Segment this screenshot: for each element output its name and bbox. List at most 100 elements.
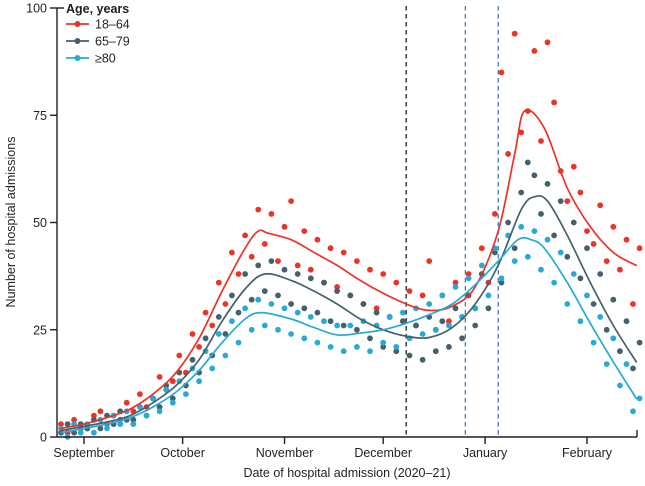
data-point [393,344,400,350]
data-point [426,258,433,264]
data-point [321,318,327,325]
data-point [275,292,281,299]
data-point [235,339,242,346]
data-point [137,391,143,397]
data-point [209,365,216,372]
data-point [301,335,308,342]
data-point [446,318,452,325]
data-point [64,421,71,427]
data-point [229,318,235,325]
data-point [531,48,538,54]
data-point [406,352,413,359]
data-point [636,395,643,402]
data-point [209,322,216,329]
data-point [406,288,413,294]
data-point [518,189,525,196]
data-point [215,331,222,337]
trend-line-≥80 [60,236,638,434]
data-point [222,301,229,307]
data-point [446,322,452,329]
data-point [202,335,209,342]
data-point [492,211,498,217]
data-point [452,305,459,312]
data-point [189,331,196,337]
data-point [261,241,268,247]
data-point [242,305,249,312]
data-point [597,314,604,320]
data-point [354,344,360,350]
data-point [617,348,623,355]
data-point [544,236,551,243]
legend-entries: 18–64 65–79 ≥80 [66,18,130,66]
data-point [288,301,294,307]
data-point [196,344,203,350]
data-point [623,318,630,325]
data-point [354,258,360,264]
data-point [439,292,446,299]
data-point [386,314,393,320]
legend-label: 65–79 [95,35,130,49]
data-point [413,322,419,329]
y-tick-label: 100 [26,2,47,16]
data-point [505,219,511,226]
data-point [472,322,479,329]
data-point [275,326,281,333]
data-point [169,378,176,385]
data-point [636,339,643,346]
data-point [432,326,439,333]
data-point [498,69,505,76]
data-point [222,331,229,337]
axes: 0 25 50 75 100 September October November Decem… [26,2,638,460]
data-point [485,305,492,312]
data-point [590,301,597,307]
data-point [321,279,327,286]
data-point [577,275,584,282]
data-point [307,314,314,320]
data-point [307,266,314,273]
data-point [419,356,426,363]
data-point [603,361,610,367]
reference-lines [405,6,499,437]
data-point [327,318,334,325]
data-point [590,339,597,346]
data-point [465,271,472,277]
data-point [544,39,551,46]
data-point [597,271,604,277]
legend-marker-dot [74,55,81,61]
data-point [452,279,459,286]
legend-label: ≥80 [95,52,116,66]
x-tick-label: February [562,446,613,460]
data-point [557,198,564,205]
data-point [137,404,143,410]
x-tick-label: October [160,446,204,460]
data-point [557,249,564,256]
data-point [603,326,610,333]
data-point [196,378,203,385]
data-point [380,344,387,350]
data-point [478,262,485,269]
data-point [255,262,262,269]
data-point [222,352,229,359]
data-point [564,253,571,260]
data-point [393,279,400,286]
data-point [130,421,137,427]
data-point [301,305,308,312]
data-point [577,318,584,325]
data-point [617,266,623,273]
data-point [242,271,249,277]
data-point [314,339,321,346]
data-point [432,348,439,355]
data-point [202,309,209,316]
data-point [307,275,314,282]
data-point [340,322,347,329]
data-point [104,425,110,432]
data-point [538,138,544,144]
data-point [150,395,156,402]
scatter-points [58,30,643,440]
data-point [334,288,340,294]
trend-line-18–64 [60,109,638,430]
data-point [505,151,511,157]
data-point [91,429,97,436]
data-point [570,219,577,226]
